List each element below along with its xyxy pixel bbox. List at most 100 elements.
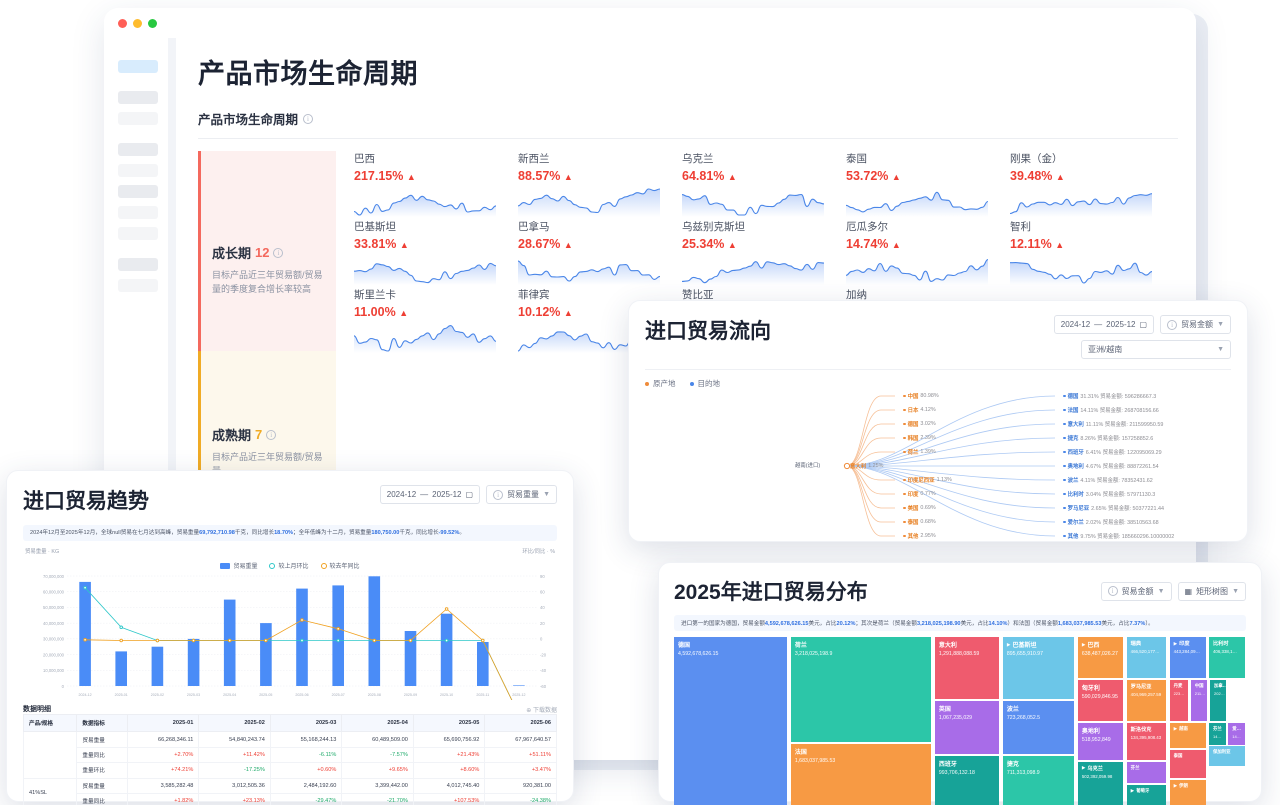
info-icon[interactable]: i	[266, 429, 277, 440]
sankey-source-label[interactable]: 其他 2.95%	[903, 532, 936, 540]
sidebar-item-5[interactable]	[118, 185, 158, 198]
expand-icon[interactable]: ▶	[1173, 640, 1178, 646]
maximize-icon[interactable]	[148, 18, 157, 28]
treemap-cell[interactable]: 芬兰	[1126, 761, 1166, 784]
country-card[interactable]: 新西兰 88.57% ▲	[517, 151, 682, 219]
country-card[interactable]: 斯里兰卡 11.00% ▲	[353, 287, 518, 355]
sidebar-item-1[interactable]	[118, 91, 158, 104]
treemap-cell[interactable]: 波兰 723,268,052.5	[1002, 700, 1074, 754]
sankey-destination-label[interactable]: 罗马尼亚 2.65% 贸易金额: 50377221.44	[1063, 504, 1164, 512]
expand-icon[interactable]: ▶	[1173, 782, 1178, 788]
trend-up-icon: ▲	[563, 240, 573, 250]
sankey-source-label[interactable]: 美国 0.69%	[903, 504, 936, 512]
sidebar-item-2[interactable]	[118, 112, 158, 125]
treemap-cell[interactable]: 捷克 711,313,098.9	[1002, 755, 1074, 805]
treemap-cell[interactable]: ▶ 伊朗	[1169, 779, 1206, 805]
info-icon[interactable]: i	[273, 247, 284, 258]
sankey-source-label[interactable]: 泰国 0.68%	[903, 518, 936, 526]
date-range-picker[interactable]: 2024-12 — 2025-12 ▢	[1053, 315, 1155, 334]
sidebar-item-7[interactable]	[118, 227, 158, 240]
treemap-cell[interactable]: 斯洛伐克 134,395,908.43	[1126, 723, 1166, 760]
sidebar-item-4[interactable]	[118, 164, 158, 177]
treemap-cell[interactable]: ▶ 乌克兰 502,392,059.98	[1077, 761, 1124, 805]
expand-icon[interactable]: ▶	[1081, 765, 1086, 771]
treemap-cell[interactable]: 加拿… 202…	[1210, 680, 1226, 722]
country-card[interactable]: 巴基斯坦 33.81% ▲	[353, 219, 518, 287]
treemap-cell[interactable]: 荷兰 3,218,025,198.9	[790, 637, 931, 742]
sankey-destination-label[interactable]: 捷克 8.26% 贸易金额: 157258852.6	[1063, 434, 1153, 442]
sankey-destination-label[interactable]: 意大利 11.11% 贸易金额: 211599950.59	[1063, 420, 1163, 428]
sankey-source-label[interactable]: 德国 3.02%	[903, 420, 936, 428]
sankey-source-label[interactable]: 中国 80.98%	[903, 392, 939, 400]
download-data-button[interactable]: ⊕ 下载数据	[526, 707, 557, 714]
treemap-cell[interactable]: 爱… 14…	[1228, 723, 1245, 745]
treemap-cell[interactable]: 瑞典 466,520,177…	[1126, 637, 1166, 679]
sidebar-item-6[interactable]	[118, 206, 158, 219]
date-range-picker[interactable]: 2024-12 — 2025-12 ▢	[379, 485, 481, 504]
expand-icon[interactable]: ▶	[1081, 641, 1086, 647]
treemap-cell[interactable]: ▶ 葡萄牙	[1126, 784, 1166, 805]
treemap-cell[interactable]: 中国 211…	[1190, 680, 1208, 722]
treemap-cell[interactable]: 保加利亚	[1208, 746, 1245, 766]
country-card[interactable]: 巴西 217.15% ▲	[353, 151, 518, 219]
expand-icon[interactable]: ▶	[1173, 726, 1178, 731]
sankey-center-node[interactable]	[843, 462, 851, 470]
country-card[interactable]: 智利 12.11% ▲	[1009, 219, 1174, 287]
phase-growth[interactable]: 成长期 12 i 目标产品近三年贸易额/贸易量的季度复合增长率较高	[198, 151, 336, 351]
region-select[interactable]: 亚洲/越南 ▼	[1081, 340, 1231, 359]
metric-select[interactable]: i 贸易金额 ▼	[1100, 581, 1172, 601]
metric-select[interactable]: i 贸易金额 ▼	[1160, 315, 1231, 334]
treemap-cell[interactable]: 西班牙 993,706,132.18	[934, 755, 999, 805]
metric-select[interactable]: i 贸易重量 ▼	[486, 485, 557, 504]
country-card[interactable]: 乌克兰 64.81% ▲	[681, 151, 846, 219]
country-card[interactable]: 刚果（金） 39.48% ▲	[1009, 151, 1174, 219]
treemap-cell[interactable]: 比利时 406,338,1…	[1208, 637, 1245, 679]
country-card[interactable]: 菲律宾 10.12% ▲	[517, 287, 682, 355]
close-icon[interactable]	[118, 18, 127, 28]
expand-icon[interactable]: ▶	[1006, 641, 1011, 647]
treemap-cell[interactable]: ▶ 巴基斯坦 895,655,910.97	[1002, 637, 1074, 699]
info-icon[interactable]: i	[303, 113, 314, 124]
treemap-cell[interactable]: 丹麦 223…	[1169, 680, 1188, 722]
country-card[interactable]: 泰国 53.72% ▲	[845, 151, 1010, 219]
sidebar-item-8[interactable]	[118, 258, 158, 271]
expand-icon[interactable]: ▶	[1130, 787, 1135, 793]
sankey-source-label[interactable]: 印度 0.77%	[903, 490, 936, 498]
sankey-destination-label[interactable]: 德国 31.31% 贸易金额: 596286667.3	[1063, 392, 1156, 400]
treemap-cell[interactable]: 泰国	[1169, 749, 1206, 779]
treemap-cell[interactable]: 法国 1,683,037,985.53	[790, 743, 931, 805]
sankey-destination-label[interactable]: 法国 14.11% 贸易金额: 268708156.66	[1063, 406, 1159, 414]
treemap-cell[interactable]: 罗马尼亚 404,969,257.59	[1126, 680, 1166, 722]
treemap-cell[interactable]: ▶ 越南	[1169, 723, 1206, 748]
summary-value: 20.12%	[836, 621, 856, 627]
treemap-cell[interactable]: ▶ 巴西 638,487,026.27	[1077, 637, 1124, 679]
minimize-icon[interactable]	[133, 18, 142, 28]
sidebar-item-3[interactable]	[118, 143, 158, 156]
sidebar-item-active[interactable]	[118, 60, 158, 73]
sankey-destination-label[interactable]: 其他 9.75% 贸易金额: 185660296.10000002	[1063, 532, 1174, 540]
treemap-cell[interactable]: 英国 1,067,235,029	[934, 700, 999, 754]
calendar-icon[interactable]: ▢	[465, 490, 474, 499]
view-select[interactable]: ▦ 矩形树图 ▼	[1177, 581, 1246, 601]
country-card[interactable]: 巴拿马 28.67% ▲	[517, 219, 682, 287]
treemap-cell[interactable]: 德国 4,592,678,626.15	[674, 637, 787, 805]
sankey-source-label[interactable]: 意大利 1.25%	[850, 462, 883, 470]
sankey-destination-label[interactable]: 爱尔兰 2.02% 贸易金额: 38510563.68	[1063, 518, 1159, 526]
treemap-cell[interactable]: 意大利 1,291,888,088.59	[934, 637, 999, 699]
treemap-cell[interactable]: 匈牙利 590,029,846.95	[1077, 680, 1124, 722]
sankey-source-label[interactable]: 韩国 2.39%	[903, 434, 936, 442]
sankey-destination-label[interactable]: 西班牙 6.41% 贸易金额: 122095069.29	[1063, 448, 1162, 456]
country-card[interactable]: 乌兹别克斯坦 25.34% ▲	[681, 219, 846, 287]
sankey-source-label[interactable]: 印度尼西亚 1.13%	[903, 476, 952, 484]
sankey-destination-label[interactable]: 波兰 4.11% 贸易金额: 78352431.62	[1063, 476, 1153, 484]
treemap-cell[interactable]: 奥地利 518,952,849	[1077, 723, 1124, 760]
calendar-icon[interactable]: ▢	[1139, 320, 1148, 329]
sankey-source-label[interactable]: 荷兰 1.39%	[903, 448, 936, 456]
sankey-source-label[interactable]: 日本 4.12%	[903, 406, 936, 414]
sankey-destination-label[interactable]: 比利时 3.04% 贸易金额: 57971130.3	[1063, 490, 1155, 498]
sidebar-item-9[interactable]	[118, 279, 158, 292]
country-card[interactable]: 厄瓜多尔 14.74% ▲	[845, 219, 1010, 287]
treemap-cell[interactable]: ▶ 印度 443,284,09…	[1169, 637, 1206, 679]
treemap-cell[interactable]: 芬兰 14…	[1208, 723, 1226, 745]
sankey-destination-label[interactable]: 奥地利 4.67% 贸易金额: 88872261.54	[1063, 462, 1159, 470]
